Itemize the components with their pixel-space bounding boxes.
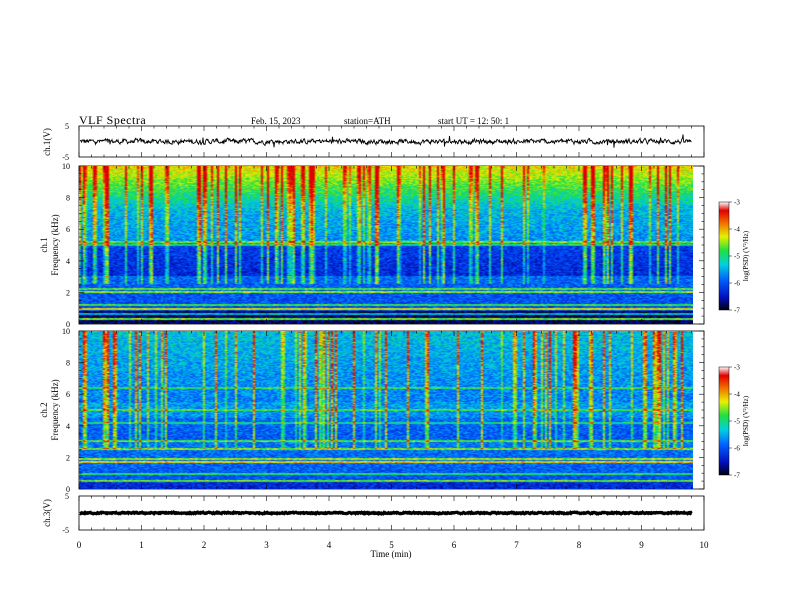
y-tick-label: 8 xyxy=(66,194,70,203)
colorbar-tick-label: -3 xyxy=(734,364,740,372)
colorbar-tick-label: -5 xyxy=(734,253,740,261)
ch1-ylabel: ch.1(V) xyxy=(42,128,52,156)
x-tick-label: 9 xyxy=(639,540,644,550)
figure-title: VLF Spectra xyxy=(79,113,147,127)
y-tick-label: 6 xyxy=(66,390,70,399)
ch2-spectrogram-image xyxy=(79,331,693,489)
ch2-colorbar: -3 -4 -5 -6 -7 log(PSD) (V²/Hz) xyxy=(718,364,750,480)
ch1-waveform-line xyxy=(79,134,692,148)
ch1-ytick-bottom: -5 xyxy=(62,153,69,162)
ch1-yaxis: 0 2 4 6 8 10 xyxy=(62,162,704,329)
ch3-ytick-bottom: -5 xyxy=(62,526,69,535)
time-axis-label: Time (min) xyxy=(371,549,412,559)
ch3-ytick-top: 5 xyxy=(65,492,69,501)
ch2-colorbar-bar xyxy=(718,366,730,476)
ch1-waveform-panel: 5 -5 ch.1(V) xyxy=(42,122,705,162)
colorbar-tick-label: -7 xyxy=(734,472,740,480)
y-tick-label: 8 xyxy=(66,359,70,368)
ch1-spectrogram-panel: 0 2 4 6 8 10 ch.1 Frequency (kHz) xyxy=(39,162,705,329)
ch2-yaxis: 0 2 4 6 8 10 xyxy=(62,327,704,494)
ch1-spectrogram-image xyxy=(79,166,693,324)
colorbar-tick-label: -4 xyxy=(734,391,740,399)
colorbar-tick-label: -6 xyxy=(734,445,740,453)
ch3-waveform-line xyxy=(79,509,693,517)
x-tick-label: 8 xyxy=(577,540,582,550)
colorbar-tick-label: -4 xyxy=(734,226,740,234)
y-tick-label: 2 xyxy=(66,453,70,462)
y-tick-label: 2 xyxy=(66,288,70,297)
y-tick-label: 6 xyxy=(66,225,70,234)
ch2-spectrogram-panel: 0 2 4 6 8 10 ch.2 Frequency (kHz) xyxy=(39,327,705,494)
y-tick-label: 4 xyxy=(66,257,70,266)
x-tick-label: 5 xyxy=(389,540,394,550)
y-tick-label: 10 xyxy=(62,162,70,171)
ch1-colorbar: -3 -4 -5 -6 -7 log(PSD) (V²/Hz) xyxy=(718,199,750,315)
x-tick-label: 0 xyxy=(77,540,82,550)
ch2-spectrogram-ylabel-line1: ch.2 xyxy=(39,402,49,417)
time-axis: 0 1 2 3 4 5 6 7 8 9 10 xyxy=(77,126,709,550)
ch2-colorbar-ticks: -3 -4 -5 -6 -7 xyxy=(729,364,740,480)
x-tick-label: 6 xyxy=(452,540,457,550)
station-label: station=ATH xyxy=(344,116,391,126)
ch3-ylabel: ch.3(V) xyxy=(42,499,52,527)
x-tick-label: 2 xyxy=(202,540,207,550)
ch1-colorbar-ticks: -3 -4 -5 -6 -7 xyxy=(729,199,740,315)
y-tick-label: 0 xyxy=(66,485,70,494)
x-tick-label: 3 xyxy=(264,540,269,550)
colorbar-tick-label: -5 xyxy=(734,418,740,426)
x-tick-label: 4 xyxy=(327,540,332,550)
start-ut-label: start UT = 12: 50: 1 xyxy=(438,116,510,126)
colorbar-tick-label: -7 xyxy=(734,307,740,315)
ch1-spectrogram-ylabel-line1: ch.1 xyxy=(39,237,49,252)
ch2-colorbar-label: log(PSD) (V²/Hz) xyxy=(742,395,750,446)
x-tick-label: 10 xyxy=(700,540,710,550)
ch1-ytick-top: 5 xyxy=(65,122,69,131)
ch1-colorbar-label: log(PSD) (V²/Hz) xyxy=(742,230,750,281)
date-label: Feb. 15, 2023 xyxy=(251,116,301,126)
x-tick-label: 1 xyxy=(139,540,144,550)
x-tick-label: 7 xyxy=(514,540,519,550)
ch1-spectrogram-ylabel-line2: Frequency (kHz) xyxy=(50,214,60,275)
ch2-spectrogram-ylabel-line2: Frequency (kHz) xyxy=(50,379,60,440)
colorbar-tick-label: -6 xyxy=(734,280,740,288)
y-tick-label: 10 xyxy=(62,327,70,336)
ch1-colorbar-bar xyxy=(718,201,730,311)
y-tick-label: 4 xyxy=(66,422,70,431)
y-tick-label: 0 xyxy=(66,320,70,329)
colorbar-tick-label: -3 xyxy=(734,199,740,207)
